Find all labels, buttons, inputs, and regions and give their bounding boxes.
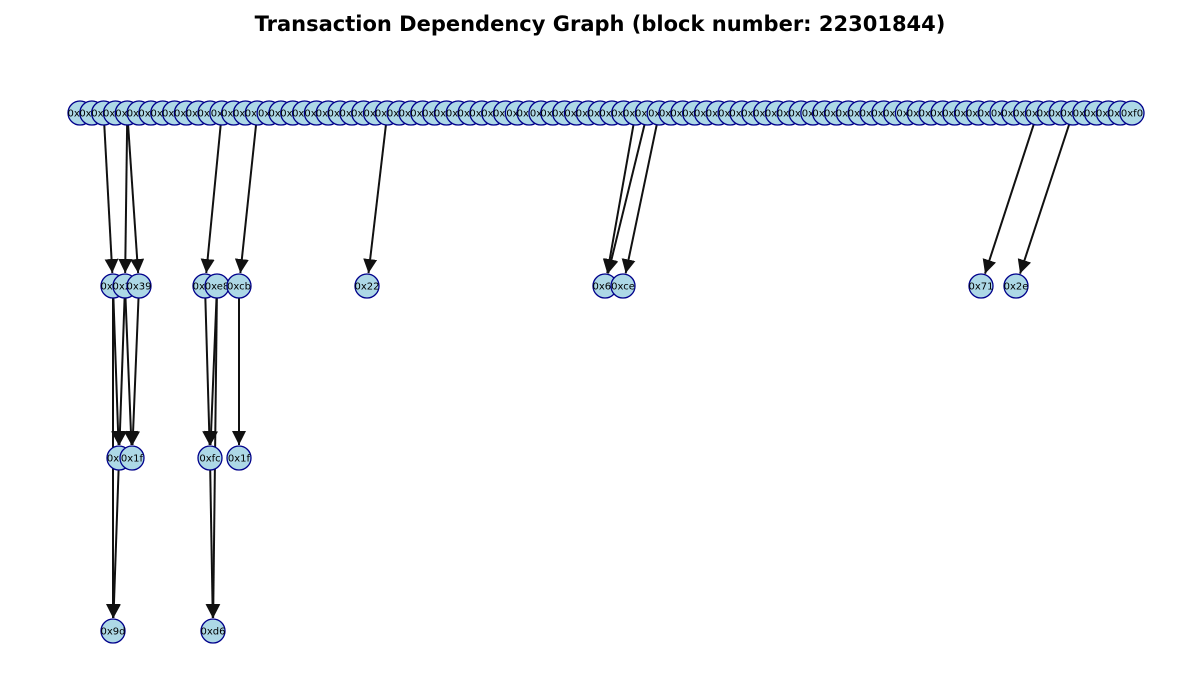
tx-node-label: 0xcb [227, 282, 251, 293]
edge-0xe8-to-0xfc [204, 297, 219, 446]
tx-node-label: 0x60 [592, 282, 617, 293]
tx-node-label: 0x26 [112, 282, 137, 293]
edge-0xc7-to-0x71 [982, 124, 1035, 274]
edge-0x98-to-0x60 [602, 124, 635, 274]
tx-node-circle [119, 445, 145, 471]
tx-node[interactable]: 0xe8 [204, 273, 230, 299]
tx-node-label: 0x6c [107, 454, 131, 465]
edges-layer [103, 124, 1071, 619]
edge-0x26-to-0x6c [112, 297, 127, 446]
tx-node-label: 0xd6 [201, 627, 226, 638]
edge-0xa5-to-0x2e [1017, 124, 1071, 274]
tx-node-circle [200, 618, 226, 644]
tx-node-circle [610, 273, 636, 299]
edge-0x39-to-0x1f [126, 297, 141, 446]
tx-node-label: 0xf0 [1121, 109, 1143, 120]
tx-node-circle [226, 445, 252, 471]
tx-node[interactable]: 0x2e [1003, 273, 1029, 299]
edge-0xa9-to-0xfc [202, 297, 217, 446]
edge-0x4b-to-0x22 [363, 124, 387, 274]
tx-node-circle [354, 273, 380, 299]
edge-0x3b-to-0xcb [234, 124, 258, 274]
tx-node[interactable]: 0xf0 [1119, 100, 1145, 126]
tx-node-label: 0xe8 [205, 282, 230, 293]
tx-node-circle [1003, 273, 1029, 299]
tx-node-circle [226, 273, 252, 299]
tx-node-label: 0x1f [121, 454, 144, 465]
tx-node[interactable]: 0x1f [226, 445, 252, 471]
tx-node[interactable]: 0xce [610, 273, 636, 299]
tx-node-label: 0x39 [126, 282, 151, 293]
edge-0x6c-to-0x9d [106, 469, 121, 619]
chart-title: Transaction Dependency Graph (block numb… [255, 12, 946, 36]
tx-node[interactable]: 0x71 [968, 273, 994, 299]
tx-node-label: 0xce [611, 282, 635, 293]
edge-0x9f-to-0xa9 [200, 124, 222, 274]
edge-0xfc-to-0xd6 [205, 469, 220, 619]
tx-node[interactable]: 0x22 [354, 273, 380, 299]
edge-0xab-to-0x60 [604, 124, 646, 274]
tx-node[interactable]: 0x1f [119, 445, 145, 471]
tx-node[interactable]: 0x39 [126, 273, 152, 299]
tx-node[interactable]: 0x9d [100, 618, 126, 644]
edge-0x3b-to-0x6c [111, 297, 126, 446]
edge-0x4c-to-0x26 [118, 124, 133, 274]
tx-node-label: 0x9d [101, 627, 126, 638]
tx-node-label: 0x1f [228, 454, 251, 465]
edge-0x26-to-0x1f [123, 297, 138, 446]
tx-node[interactable]: 0xcb [226, 273, 252, 299]
tx-node-circle [197, 445, 223, 471]
tx-node-circle [126, 273, 152, 299]
edge-0x5e-to-0x3b [103, 124, 119, 274]
edge-0x6f-to-0xce [621, 124, 658, 274]
tx-node-label: 0xfc [199, 454, 220, 465]
tx-node-label: 0x22 [354, 282, 379, 293]
tx-node-circle [1119, 100, 1145, 126]
tx-node-label: 0x2e [1004, 282, 1029, 293]
tx-node-label: 0x71 [968, 282, 993, 293]
tx-node[interactable]: 0xd6 [200, 618, 226, 644]
edge-0x4c-to-0x39 [127, 124, 145, 274]
tx-node[interactable]: 0xfc [197, 445, 223, 471]
nodes-layer: 0x510x6b0x5e0x0b0x4c0x2e0x070xe10x5b0xa7… [67, 100, 1145, 644]
tx-node-circle [100, 618, 126, 644]
tx-node-circle [968, 273, 994, 299]
